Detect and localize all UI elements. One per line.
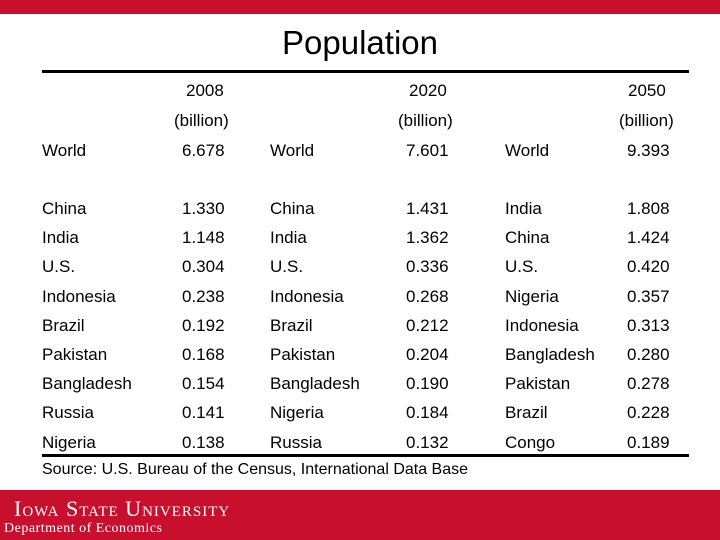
value-2050: 0.357 [627, 287, 670, 306]
value-2020: 0.336 [406, 257, 449, 276]
country-2050: Pakistan [505, 374, 571, 393]
value-2020: 0.212 [406, 316, 449, 335]
value-2008: 0.238 [182, 287, 225, 306]
value-2050: 0.313 [627, 316, 670, 335]
country-2020: Pakistan [270, 345, 336, 364]
country-2050: Congo [505, 433, 556, 452]
value-2008: 6.678 [182, 141, 225, 160]
value-2020: 0.268 [406, 287, 449, 306]
value-2008: 0.138 [182, 433, 225, 452]
country-2008: Pakistan [42, 345, 108, 364]
country-2008: Brazil [42, 316, 85, 335]
header-year-2050: 2050 [628, 81, 666, 100]
country-2008: Bangladesh [42, 374, 132, 393]
university-logo: Iowa State University [14, 496, 230, 522]
value-2020: 0.190 [406, 374, 449, 393]
value-2050: 0.278 [627, 374, 670, 393]
value-2050: 1.808 [627, 199, 670, 218]
country-2020: Indonesia [270, 287, 344, 306]
country-2008: Russia [42, 403, 94, 422]
logo-wordmark: Iowa State University [14, 496, 231, 521]
country-2050: World [505, 141, 550, 160]
slide-title: Population [282, 24, 438, 61]
value-2020: 1.431 [406, 199, 449, 218]
country-2050: Nigeria [505, 287, 559, 306]
header-year-2020: 2020 [409, 81, 447, 100]
country-2020: Russia [270, 433, 322, 452]
country-2008: China [42, 199, 87, 218]
value-2050: 1.424 [627, 228, 670, 247]
value-2008: 1.148 [182, 228, 225, 247]
value-2008: 0.141 [182, 403, 225, 422]
country-2020: India [270, 228, 307, 247]
table-bottom-rule [42, 454, 689, 457]
value-2020: 0.184 [406, 403, 449, 422]
country-2020: U.S. [270, 257, 304, 276]
value-2008: 0.304 [182, 257, 225, 276]
country-2050: China [505, 228, 550, 247]
value-2008: 1.330 [182, 199, 225, 218]
country-2020: China [270, 199, 315, 218]
value-2050: 0.189 [627, 433, 670, 452]
value-2050: 0.420 [627, 257, 670, 276]
footer-bar: Iowa State University Department of Econ… [0, 490, 720, 540]
value-2050: 0.280 [627, 345, 670, 364]
value-2020: 1.362 [406, 228, 449, 247]
country-2020: Nigeria [270, 403, 324, 422]
country-2008: India [42, 228, 79, 247]
country-2020: Brazil [270, 316, 313, 335]
value-2020: 0.204 [406, 345, 449, 364]
country-2050: India [505, 199, 542, 218]
country-2020: Bangladesh [270, 374, 360, 393]
value-2020: 7.601 [406, 141, 449, 160]
country-2020: World [270, 141, 315, 160]
country-2050: Indonesia [505, 316, 579, 335]
country-2008: Indonesia [42, 287, 116, 306]
department-name: Department of Economics [4, 521, 163, 536]
header-unit-2020: (billion) [398, 111, 453, 130]
value-2008: 0.168 [182, 345, 225, 364]
value-2050: 0.228 [627, 403, 670, 422]
table-top-rule [42, 70, 689, 73]
source-note: Source: U.S. Bureau of the Census, Inter… [42, 461, 469, 478]
value-2050: 9.393 [627, 141, 670, 160]
country-2008: Nigeria [42, 433, 96, 452]
header-unit-2008: (billion) [174, 111, 229, 130]
country-2008: World [42, 141, 87, 160]
value-2008: 0.154 [182, 374, 225, 393]
header-unit-2050: (billion) [619, 111, 674, 130]
country-2050: Brazil [505, 403, 548, 422]
value-2008: 0.192 [182, 316, 225, 335]
header-year-2008: 2008 [186, 81, 224, 100]
top-accent-bar [0, 0, 720, 14]
value-2020: 0.132 [406, 433, 449, 452]
country-2050: Bangladesh [505, 345, 595, 364]
country-2008: U.S. [42, 257, 76, 276]
country-2050: U.S. [505, 257, 539, 276]
